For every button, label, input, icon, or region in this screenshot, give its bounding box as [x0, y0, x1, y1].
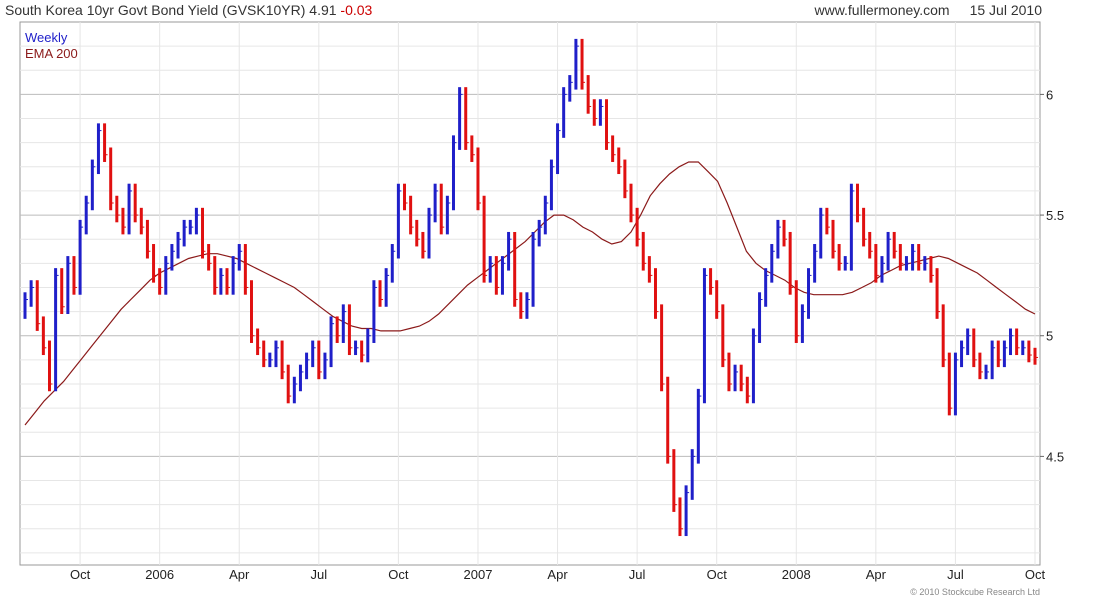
- chart-header: South Korea 10yr Govt Bond Yield (GVSK10…: [5, 2, 372, 18]
- y-tick-label: 6: [1046, 87, 1053, 102]
- change-value: -0.03: [340, 2, 373, 18]
- x-tick-label: Jul: [947, 567, 964, 582]
- chart-date: 15 Jul 2010: [969, 2, 1042, 18]
- legend-ema: EMA 200: [25, 46, 78, 61]
- copyright: © 2010 Stockcube Research Ltd: [910, 587, 1040, 597]
- y-axis: 4.5 5 5.5 6: [1040, 87, 1064, 464]
- x-tick-label: Apr: [866, 567, 887, 582]
- y-tick-label: 4.5: [1046, 449, 1064, 464]
- x-tick-label: Oct: [70, 567, 91, 582]
- last-value: 4.91: [309, 2, 337, 18]
- x-tick-label: Jul: [629, 567, 646, 582]
- x-tick-label: Oct: [707, 567, 728, 582]
- y-tick-label: 5: [1046, 329, 1053, 344]
- price-bars: [23, 38, 1038, 537]
- ema-200-line: [24, 161, 1036, 426]
- x-tick-label: Apr: [229, 567, 250, 582]
- header-meta: www.fullermoney.com 15 Jul 2010: [814, 2, 1042, 18]
- x-tick-label: 2006: [145, 567, 174, 582]
- ema-layer: [24, 161, 1036, 426]
- x-axis: Oct 2006 Apr Jul Oct 2007 Apr Jul Oct 2008 Apr Jul O…: [70, 567, 1046, 582]
- y-tick-label: 5.5: [1046, 208, 1064, 223]
- plot-background: [19, 21, 1041, 566]
- legend: Weekly EMA 200: [25, 30, 78, 62]
- legend-weekly: Weekly: [25, 30, 68, 45]
- x-tick-label: 2007: [464, 567, 493, 582]
- chart-title: South Korea 10yr Govt Bond Yield (GVSK10…: [5, 2, 306, 18]
- x-tick-label: Jul: [311, 567, 328, 582]
- x-tick-label: 2008: [782, 567, 811, 582]
- x-tick-label: Oct: [388, 567, 409, 582]
- site-name: www.fullermoney.com: [814, 2, 950, 18]
- x-tick-label: Oct: [1025, 567, 1046, 582]
- x-tick-label: Apr: [547, 567, 568, 582]
